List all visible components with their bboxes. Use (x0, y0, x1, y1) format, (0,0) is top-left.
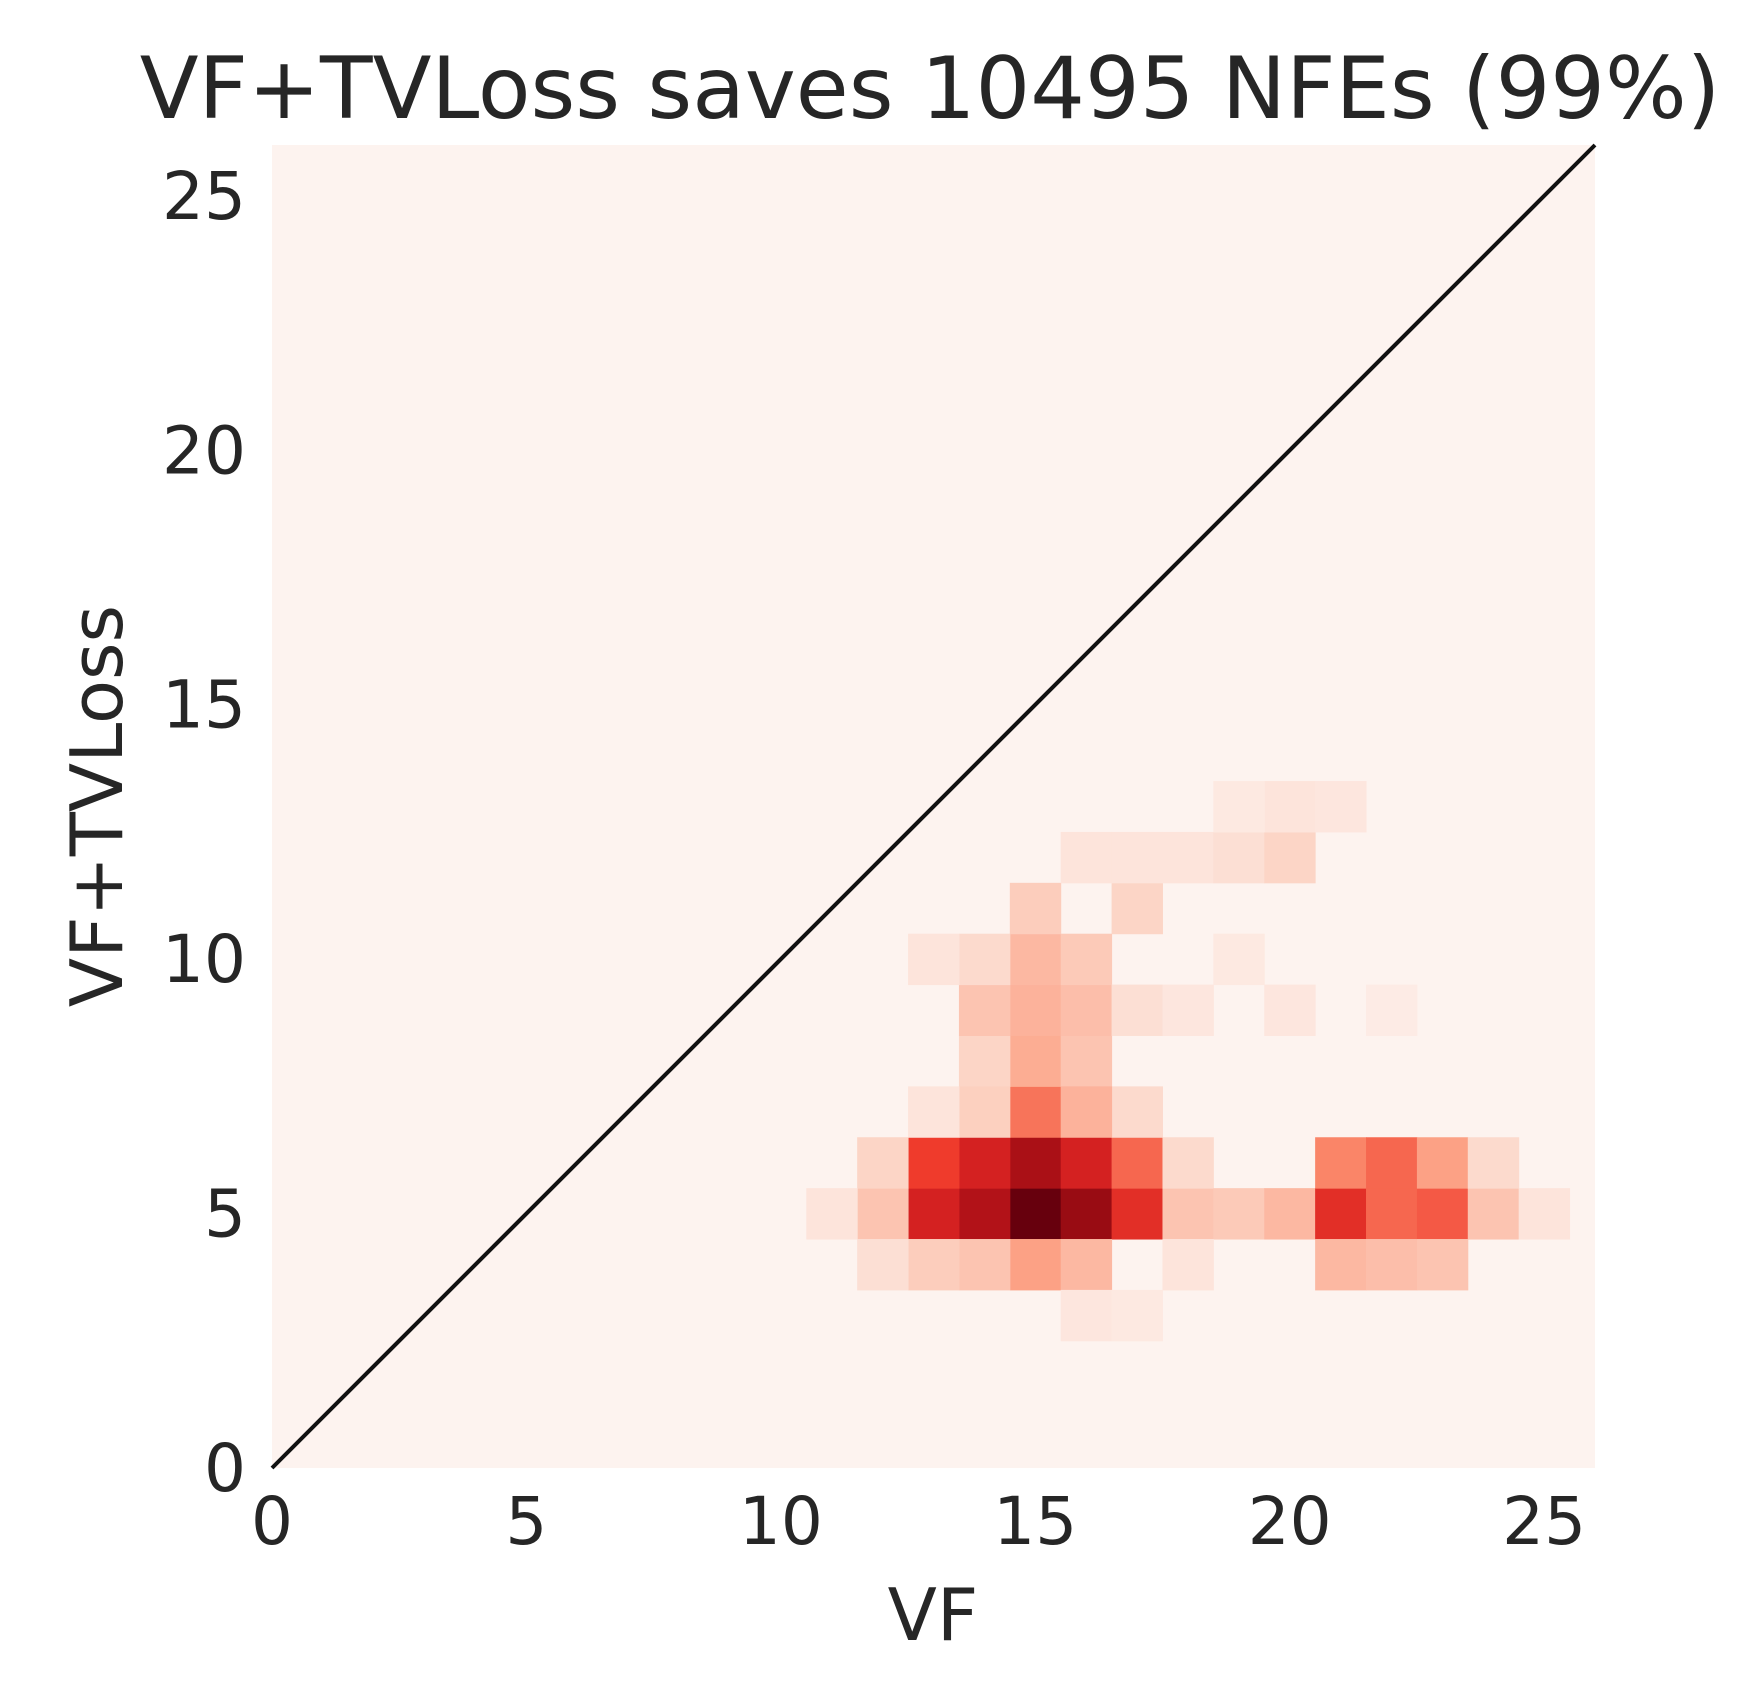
heatmap-cell (1162, 1137, 1214, 1189)
heatmap-cell (1162, 984, 1214, 1036)
diagonal-reference-line (270, 143, 1597, 1470)
heatmap-cell (1467, 1137, 1520, 1189)
heatmap-cell (1315, 1137, 1367, 1189)
heatmap-cell (958, 1137, 1011, 1189)
x-tick-labels: 0 5 10 15 20 25 (251, 1483, 1586, 1560)
heatmap-cell (1366, 1188, 1418, 1240)
heatmap-cell (857, 1239, 909, 1291)
heatmap-cell (1060, 933, 1113, 986)
heatmap-cell (1111, 882, 1163, 935)
heatmap-cell (1060, 984, 1113, 1036)
heatmap-cell (958, 1086, 1011, 1138)
y-tick-labels: 0 5 10 15 20 25 (162, 158, 246, 1507)
heatmap-cell (1111, 831, 1163, 884)
heatmap-cell (1060, 1137, 1113, 1189)
heatmap-cell (1518, 1188, 1571, 1240)
heatmap-cell (1111, 1188, 1163, 1240)
heatmap-cell (1060, 1239, 1113, 1291)
heatmap-cell (806, 1188, 858, 1240)
heatmap-cell (1315, 781, 1367, 833)
heatmap-cell (1213, 1188, 1265, 1240)
x-tick-label: 25 (1502, 1483, 1586, 1560)
heatmap-cell (1111, 1137, 1163, 1189)
heatmap-cell (1315, 1239, 1367, 1291)
x-tick-label: 5 (505, 1483, 547, 1560)
y-tick-label: 20 (162, 412, 246, 489)
heatmap-cell (1213, 933, 1265, 986)
heatmap-cell (1264, 1188, 1316, 1240)
y-tick-label: 25 (162, 158, 246, 235)
y-tick-label: 5 (204, 1176, 246, 1253)
heatmap-cell (1111, 1289, 1163, 1342)
heatmap-cell (1467, 1188, 1520, 1240)
y-tick-label: 10 (162, 921, 246, 998)
heatmap-cell (1060, 831, 1113, 884)
heatmap-cell (1060, 1086, 1113, 1138)
heatmap-cell (1213, 831, 1265, 884)
y-tick-label: 0 (204, 1430, 246, 1507)
heatmap-cell (958, 1239, 1011, 1291)
x-tick-label: 20 (1248, 1483, 1332, 1560)
heatmap-cell (1264, 984, 1316, 1036)
heatmap-cell (1416, 1239, 1469, 1291)
heatmap-cell (908, 1137, 960, 1189)
heatmap-cell (1009, 1188, 1062, 1240)
x-tick-label: 10 (739, 1483, 823, 1560)
heatmap-cell (1111, 984, 1163, 1036)
y-axis-label: VF+TVLoss (55, 605, 139, 1007)
heatmap-cell (1009, 984, 1062, 1036)
heatmap-cell (1060, 1188, 1113, 1240)
heatmap-cell (1366, 1137, 1418, 1189)
heatmap-cell (1009, 933, 1062, 986)
heatmap-cell (1264, 831, 1316, 884)
heatmap-cell (857, 1137, 909, 1189)
heatmap-cell (1366, 1239, 1418, 1291)
heatmap-cell (1009, 1035, 1062, 1087)
heatmap-cell (958, 984, 1011, 1036)
heatmap-cell (1009, 882, 1062, 935)
heatmap-cell (1060, 1289, 1113, 1342)
chart-title: VF+TVLoss saves 10495 NFEs (99%) (140, 39, 1721, 139)
x-axis-label: VF (888, 1573, 979, 1657)
heatmap-cells (806, 781, 1571, 1342)
heatmap-cell (1366, 984, 1418, 1036)
x-tick-label: 15 (993, 1483, 1077, 1560)
heatmap-cell (958, 933, 1011, 986)
heatmap-cell (1009, 1239, 1062, 1291)
heatmap-cell (1060, 1035, 1113, 1087)
heatmap-cell (908, 1188, 960, 1240)
y-tick-label: 15 (162, 667, 246, 744)
heatmap-cell (1315, 1188, 1367, 1240)
heatmap-cell (1162, 1239, 1214, 1291)
heatmap-cell (1111, 1086, 1163, 1138)
heatmap-cell (1264, 781, 1316, 833)
heatmap-cell (958, 1035, 1011, 1087)
heatmap-cell (908, 933, 960, 986)
heatmap-cell (1416, 1137, 1469, 1189)
heatmap-cell (958, 1188, 1011, 1240)
heatmap-cell (1416, 1188, 1469, 1240)
heatmap-cell (857, 1188, 909, 1240)
heatmap-cell (1213, 781, 1265, 833)
x-tick-label: 0 (251, 1483, 293, 1560)
heatmap-cell (1009, 1137, 1062, 1189)
heatmap-cell (1009, 1086, 1062, 1138)
heatmap-cell (908, 1086, 960, 1138)
heatmap-cell (1162, 1188, 1214, 1240)
heatmap-cell (1162, 831, 1214, 884)
heatmap-cell (908, 1239, 960, 1291)
